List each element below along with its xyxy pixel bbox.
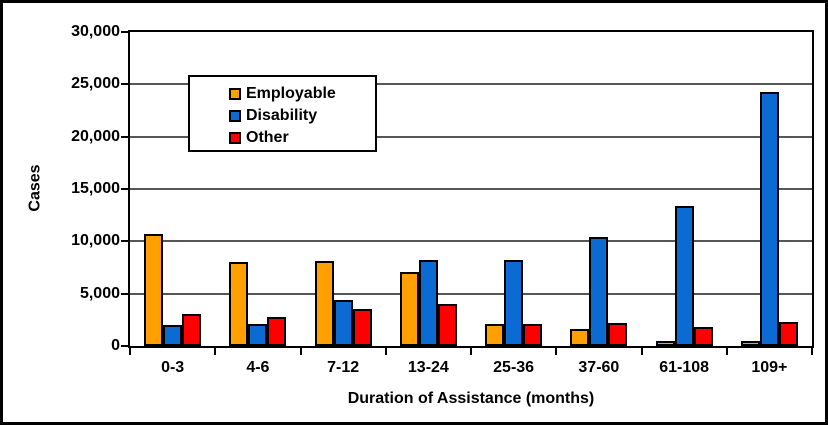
x-tick-label-7-12: 7-12 — [327, 359, 360, 376]
x-tick-mark — [384, 348, 387, 355]
bar-employable-13-24 — [399, 271, 419, 346]
bar-other-25-36 — [523, 324, 543, 346]
x-tick-mark — [640, 348, 643, 355]
y-tick-label-5,000: 5,000 — [79, 284, 120, 302]
bar-employable-25-36 — [485, 324, 505, 346]
legend-item-disability: Disability — [229, 106, 375, 126]
bar-disability-37-60 — [589, 237, 609, 346]
gridline-20000 — [130, 135, 812, 138]
x-tick-label-4-6: 4-6 — [246, 359, 270, 376]
bar-disability-0-3 — [163, 325, 183, 346]
bar-other-0-3 — [182, 313, 202, 346]
bar-other-109+ — [778, 321, 798, 346]
y-tick-label-0: 0 — [111, 337, 120, 354]
y-tick-mark — [121, 292, 128, 295]
legend-swatch-other — [229, 132, 241, 144]
y-tick-label-10,000: 10,000 — [71, 232, 120, 250]
legend-swatch-employable — [229, 88, 241, 100]
bar-employable-7-12 — [314, 261, 334, 346]
y-tick-label-25,000: 25,000 — [71, 75, 120, 93]
legend-label-other: Other — [246, 129, 289, 146]
bar-employable-61-108 — [655, 340, 675, 346]
bar-disability-61-108 — [674, 205, 694, 346]
bar-disability-25-36 — [504, 260, 524, 346]
y-tick-label-15,000: 15,000 — [71, 180, 120, 197]
gridline-25000 — [130, 83, 812, 86]
bar-employable-0-3 — [144, 234, 164, 346]
legend-item-other: Other — [229, 128, 375, 148]
bar-other-7-12 — [352, 309, 372, 346]
legend: Employable Disability Other — [188, 75, 377, 152]
y-tick-label-30,000: 30,000 — [71, 23, 120, 40]
x-tick-mark — [299, 348, 302, 355]
y-tick-mark — [121, 188, 128, 190]
bar-disability-13-24 — [418, 260, 438, 346]
gridline-10000 — [130, 240, 812, 243]
y-tick-mark — [121, 83, 128, 86]
x-tick-mark — [725, 348, 728, 355]
legend-swatch-disability — [229, 110, 241, 122]
x-tick-mark — [470, 348, 472, 355]
gridline-5000 — [130, 292, 812, 295]
bar-disability-109+ — [759, 91, 779, 346]
gridline-15000 — [130, 188, 812, 190]
x-tick-mark — [129, 348, 131, 355]
x-tick-label-37-60: 37-60 — [578, 359, 620, 376]
x-tick-label-25-36: 25-36 — [493, 359, 535, 376]
bar-disability-4-6 — [248, 324, 268, 346]
x-tick-label-109+: 109+ — [751, 359, 788, 376]
plot-area — [128, 30, 814, 348]
x-tick-label-13-24: 13-24 — [407, 359, 449, 376]
x-tick-mark — [555, 348, 558, 355]
y-tick-mark — [121, 345, 128, 347]
legend-label-employable: Employable — [246, 85, 336, 102]
y-tick-label-20,000: 20,000 — [71, 127, 120, 145]
bar-employable-4-6 — [229, 262, 249, 346]
bar-chart: Cases 0 5,000 10,000 15,000 20,000 25,000 30,0… — [3, 3, 825, 422]
y-tick-mark — [121, 240, 128, 243]
x-tick-label-0-3: 0-3 — [161, 359, 185, 376]
y-tick-mark — [121, 31, 128, 33]
bar-employable-109+ — [740, 341, 760, 346]
bar-disability-7-12 — [333, 299, 353, 346]
bars-layer — [130, 32, 812, 346]
x-axis-title: Duration of Assistance (months) — [347, 390, 595, 407]
bar-other-13-24 — [437, 304, 457, 346]
legend-item-employable: Employable — [229, 84, 375, 104]
gridlines-layer — [130, 32, 812, 346]
bar-other-61-108 — [693, 327, 713, 346]
bar-other-37-60 — [608, 322, 628, 346]
y-tick-mark — [121, 135, 128, 138]
x-tick-mark — [214, 348, 217, 355]
x-tick-mark — [811, 348, 813, 355]
legend-label-disability: Disability — [246, 107, 318, 124]
bar-employable-37-60 — [570, 329, 590, 346]
bar-other-4-6 — [267, 316, 287, 346]
x-tick-label-61-108: 61-108 — [659, 359, 710, 376]
